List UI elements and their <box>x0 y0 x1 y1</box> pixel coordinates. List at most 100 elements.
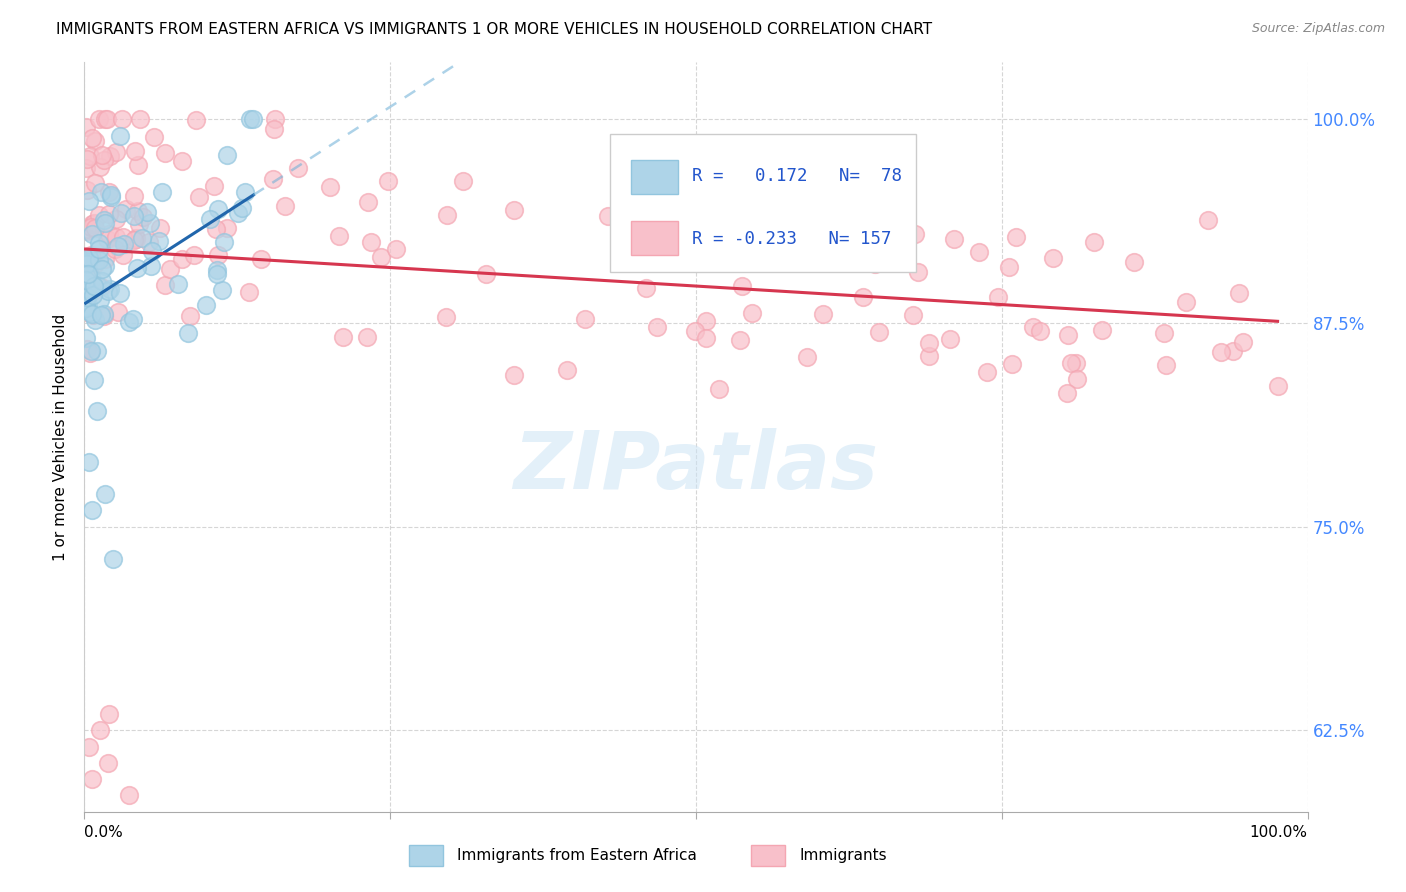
Point <box>77 252 100 267</box>
Point <box>98 207 121 221</box>
Point <box>89 160 111 174</box>
Point <box>111 112 134 127</box>
Point <box>98 227 121 242</box>
Point <box>184 112 207 127</box>
Point <box>108 128 131 143</box>
Point <box>205 263 228 277</box>
Point <box>904 227 927 241</box>
Point <box>831 184 853 198</box>
Point <box>127 204 149 219</box>
Point <box>76 222 98 236</box>
Point <box>188 190 211 204</box>
Point <box>731 278 754 293</box>
Point <box>79 305 101 319</box>
Point <box>100 190 122 204</box>
Point <box>111 230 134 244</box>
Point <box>94 260 117 274</box>
Point <box>131 211 153 225</box>
Point <box>104 212 127 227</box>
Text: Source: ZipAtlas.com: Source: ZipAtlas.com <box>1251 22 1385 36</box>
Point <box>80 503 103 517</box>
Point <box>177 326 200 340</box>
Point <box>80 248 103 262</box>
Point <box>75 161 97 175</box>
Text: 0.0%: 0.0% <box>84 825 124 839</box>
Point <box>82 272 104 286</box>
Point <box>122 233 145 247</box>
Point <box>226 206 249 220</box>
Point <box>139 216 162 230</box>
Point <box>172 252 194 266</box>
Point <box>79 345 101 359</box>
Point <box>179 309 201 323</box>
Point <box>93 153 115 168</box>
Point <box>75 251 97 265</box>
Text: Immigrants: Immigrants <box>800 848 887 863</box>
Point <box>86 404 108 418</box>
Point <box>707 382 730 396</box>
FancyBboxPatch shape <box>631 221 678 255</box>
Point <box>80 220 103 235</box>
Point <box>83 373 105 387</box>
Point <box>103 552 125 566</box>
Point <box>76 267 98 281</box>
Point <box>77 251 100 265</box>
Point <box>76 287 98 301</box>
Point <box>136 205 159 219</box>
Point <box>287 161 309 175</box>
Point <box>1066 372 1088 386</box>
Point <box>75 277 97 291</box>
Point <box>82 307 104 321</box>
Point <box>1091 323 1114 337</box>
Point <box>502 202 524 217</box>
Point <box>76 224 98 238</box>
Point <box>645 319 668 334</box>
Point <box>87 208 110 222</box>
Point <box>127 158 149 172</box>
Point <box>1197 212 1219 227</box>
Point <box>918 349 941 363</box>
Point <box>998 260 1021 274</box>
Point <box>262 172 284 186</box>
Point <box>813 197 835 211</box>
Point <box>574 311 596 326</box>
Point <box>242 112 264 127</box>
Point <box>1064 356 1087 370</box>
Point <box>90 262 112 277</box>
Point <box>695 314 717 328</box>
Point <box>125 231 148 245</box>
Point <box>107 239 129 253</box>
Point <box>141 244 163 258</box>
Point <box>695 331 717 345</box>
Point <box>728 333 751 347</box>
Point <box>89 236 111 251</box>
Point <box>1174 294 1197 309</box>
Text: R = -0.233   N= 157: R = -0.233 N= 157 <box>692 229 891 247</box>
Point <box>87 112 110 127</box>
Point <box>263 122 285 136</box>
Point <box>112 236 135 251</box>
Point <box>98 149 121 163</box>
Point <box>94 112 117 127</box>
Point <box>98 282 121 296</box>
Point <box>110 206 132 220</box>
Point <box>328 229 350 244</box>
Point <box>79 149 101 163</box>
Point <box>89 723 111 738</box>
Point <box>238 285 260 300</box>
Point <box>84 134 107 148</box>
Point <box>170 153 193 168</box>
Point <box>89 308 111 322</box>
Point <box>319 180 342 194</box>
Point <box>815 214 838 228</box>
Point <box>110 286 132 301</box>
Point <box>332 330 354 344</box>
Point <box>86 344 108 359</box>
Point <box>1227 285 1250 300</box>
Point <box>89 242 111 256</box>
Point <box>75 331 97 345</box>
Point <box>80 227 103 242</box>
Point <box>94 216 117 230</box>
Point <box>1028 325 1050 339</box>
Point <box>901 308 924 322</box>
